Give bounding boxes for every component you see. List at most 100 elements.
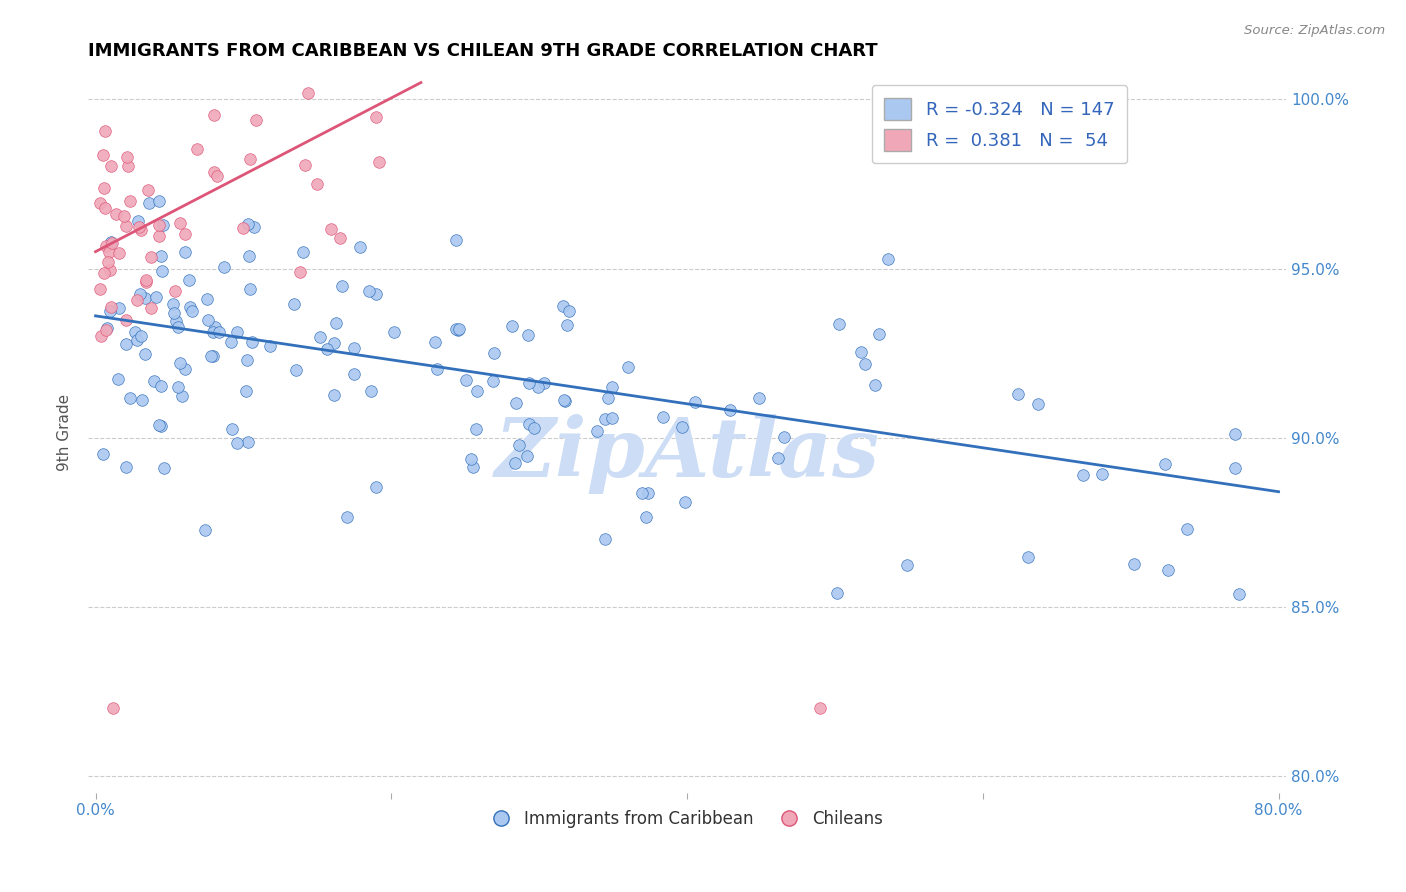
Point xyxy=(100,159,122,173)
Point xyxy=(1007,387,1029,401)
Point xyxy=(259,339,281,353)
Point xyxy=(202,165,225,179)
Point xyxy=(143,374,166,388)
Point xyxy=(482,345,505,359)
Point xyxy=(169,216,191,230)
Text: ZipAtlas: ZipAtlas xyxy=(495,414,880,494)
Point xyxy=(115,336,138,351)
Point xyxy=(115,150,138,164)
Point xyxy=(141,250,163,264)
Point xyxy=(195,292,218,306)
Point xyxy=(208,325,231,339)
Point xyxy=(97,255,120,269)
Point xyxy=(426,361,449,376)
Point xyxy=(150,263,173,277)
Point xyxy=(600,380,623,394)
Point xyxy=(150,379,173,393)
Point xyxy=(808,701,831,715)
Point xyxy=(360,384,382,398)
Point xyxy=(364,287,387,301)
Point xyxy=(148,218,170,232)
Point xyxy=(634,510,657,524)
Point xyxy=(94,322,117,336)
Point xyxy=(236,217,259,231)
Point xyxy=(138,196,160,211)
Text: IMMIGRANTS FROM CARIBBEAN VS CHILEAN 9TH GRADE CORRELATION CHART: IMMIGRANTS FROM CARIBBEAN VS CHILEAN 9TH… xyxy=(89,42,877,60)
Point xyxy=(91,447,114,461)
Point xyxy=(330,279,353,293)
Point xyxy=(554,394,576,409)
Point xyxy=(290,265,312,279)
Point xyxy=(291,245,314,260)
Point xyxy=(214,260,236,275)
Point xyxy=(166,380,188,394)
Point xyxy=(631,486,654,500)
Point xyxy=(98,304,121,318)
Point xyxy=(1157,563,1180,577)
Point xyxy=(868,326,890,341)
Point xyxy=(127,214,149,228)
Point xyxy=(128,287,150,301)
Point xyxy=(226,435,249,450)
Point xyxy=(93,266,115,280)
Point xyxy=(673,495,696,509)
Point xyxy=(482,374,505,388)
Point xyxy=(172,389,194,403)
Point xyxy=(104,207,127,221)
Point xyxy=(225,326,247,340)
Point xyxy=(896,558,918,573)
Point xyxy=(652,410,675,425)
Point xyxy=(1153,458,1175,472)
Point xyxy=(283,297,305,311)
Point xyxy=(349,240,371,254)
Point xyxy=(127,293,149,307)
Point xyxy=(503,456,526,470)
Point xyxy=(94,239,117,253)
Point xyxy=(239,153,262,167)
Point xyxy=(596,391,619,405)
Point xyxy=(129,329,152,343)
Point xyxy=(461,459,484,474)
Point xyxy=(219,334,242,349)
Point xyxy=(322,335,344,350)
Point xyxy=(382,325,405,339)
Point xyxy=(93,148,115,162)
Point xyxy=(357,284,380,298)
Point xyxy=(460,452,482,467)
Point xyxy=(849,345,872,359)
Point xyxy=(100,301,122,315)
Point xyxy=(181,304,204,318)
Point xyxy=(449,322,471,336)
Point xyxy=(93,201,115,215)
Point xyxy=(558,303,581,318)
Point xyxy=(131,392,153,407)
Point xyxy=(115,219,138,233)
Point xyxy=(1223,426,1246,441)
Point xyxy=(197,313,219,327)
Point xyxy=(239,282,262,296)
Point xyxy=(1227,587,1250,601)
Point xyxy=(600,411,623,425)
Point xyxy=(115,460,138,475)
Point xyxy=(772,430,794,444)
Point xyxy=(163,284,186,298)
Point xyxy=(865,377,887,392)
Point xyxy=(107,245,129,260)
Point xyxy=(118,194,141,209)
Point xyxy=(128,219,150,234)
Point xyxy=(149,249,172,263)
Point xyxy=(96,321,118,335)
Point xyxy=(135,273,157,287)
Point xyxy=(108,301,131,315)
Point xyxy=(1091,467,1114,481)
Point xyxy=(671,420,693,434)
Point xyxy=(319,221,342,235)
Point xyxy=(465,422,488,436)
Point xyxy=(508,438,530,452)
Point xyxy=(90,329,112,343)
Point xyxy=(364,480,387,494)
Point xyxy=(336,509,359,524)
Point xyxy=(186,143,208,157)
Point xyxy=(167,320,190,334)
Point xyxy=(240,335,263,350)
